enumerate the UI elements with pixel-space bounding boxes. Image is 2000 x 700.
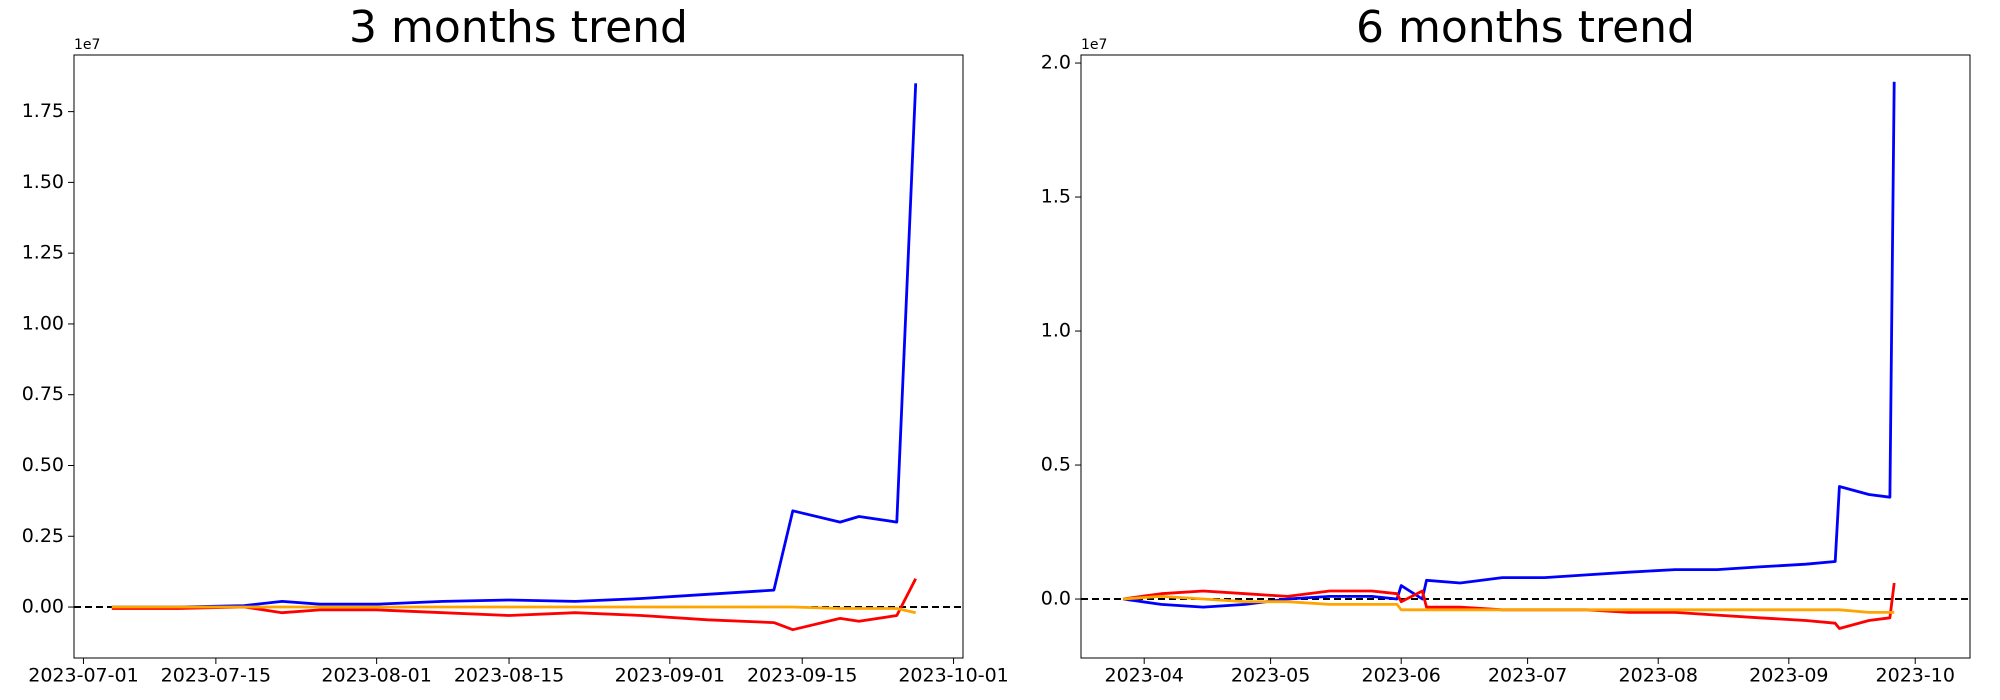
x-tick-label: 2023-08-01: [321, 665, 431, 687]
y-tick-label: 0.0: [1041, 588, 1071, 610]
series-line: [1123, 595, 1895, 614]
x-tick-label: 2023-08-15: [454, 665, 564, 687]
y-tick-label: 1.5: [1041, 186, 1071, 208]
x-tick-label: 2023-05: [1231, 665, 1310, 687]
x-tick-label: 2023-10-01: [898, 665, 1008, 687]
series-line: [111, 605, 917, 615]
series-line: [111, 83, 918, 609]
series-line: [111, 578, 917, 632]
y-tick-label: 1.25: [22, 242, 64, 264]
x-tick-label: 2023-07-01: [28, 665, 138, 687]
x-tick-label: 2023-09-01: [615, 665, 725, 687]
chart-title: 3 months trend: [349, 2, 688, 53]
y-tick-label: 2.0: [1041, 52, 1071, 74]
series-line: [1122, 81, 1896, 609]
y-offset-label: 1e7: [1081, 37, 1107, 53]
y-tick-label: 1.00: [22, 312, 64, 334]
y-tick-label: 0.75: [22, 383, 64, 405]
plot-frame: [73, 54, 964, 659]
x-tick-label: 2023-09: [1749, 665, 1828, 687]
y-tick-label: 1.50: [22, 171, 64, 193]
y-tick-label: 1.75: [22, 100, 64, 122]
y-tick-label: 0.5: [1041, 454, 1071, 476]
x-tick-label: 2023-06: [1362, 665, 1441, 687]
x-tick-label: 2023-09-15: [747, 665, 857, 687]
x-tick-label: 2023-10: [1876, 665, 1955, 687]
x-tick-label: 2023-04: [1105, 665, 1184, 687]
x-tick-label: 2023-08: [1619, 665, 1698, 687]
y-offset-label: 1e7: [74, 37, 100, 53]
plot-frame: [1080, 54, 1971, 659]
y-tick-label: 1.0: [1041, 320, 1071, 342]
y-tick-label: 0.00: [22, 596, 64, 618]
x-tick-label: 2023-07: [1488, 665, 1567, 687]
x-tick-label: 2023-07-15: [161, 665, 271, 687]
chart-title: 6 months trend: [1356, 2, 1695, 53]
y-tick-label: 0.25: [22, 525, 64, 547]
y-tick-label: 0.50: [22, 454, 64, 476]
